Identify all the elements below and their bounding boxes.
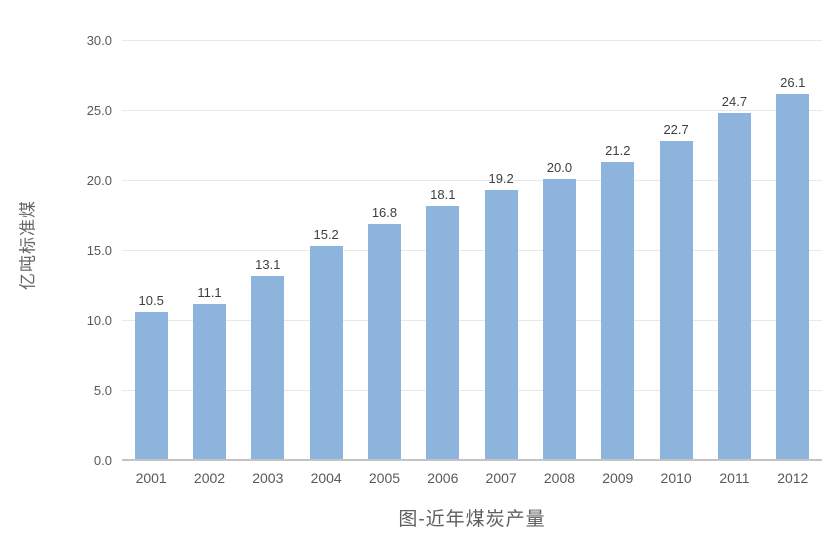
bar-column: 15.2: [297, 41, 355, 459]
bar: [542, 179, 576, 459]
bar-value-label: 21.2: [605, 143, 631, 159]
x-tick-label: 2005: [368, 470, 401, 486]
bar-value-label: 11.1: [197, 284, 222, 300]
bar-value-label: 24.7: [721, 94, 748, 110]
x-tick-label: 2003: [252, 470, 284, 486]
x-tick-label: 2001: [135, 470, 167, 486]
bar-value-label: 19.2: [488, 171, 514, 187]
chart-title: 图-近年煤炭产量: [398, 509, 546, 530]
x-tick-label: 2002: [193, 470, 226, 486]
y-tick-label: 20.0: [86, 173, 112, 188]
bar-column: 21.2: [589, 41, 647, 459]
x-tick-label: 2012: [777, 470, 809, 486]
bar: [717, 113, 751, 459]
bar-value-label: 18.1: [430, 186, 456, 202]
bar-value-label: 22.7: [663, 122, 689, 138]
gridline: [122, 390, 822, 391]
bar: [367, 223, 401, 459]
x-axis-tick-labels: 2001 2002 2003 2004 2005 2006 2007 2008 2009 2010…: [122, 470, 822, 486]
bar-column: 16.8: [355, 41, 413, 459]
bar-column: 24.7: [705, 41, 763, 459]
x-tick-label: 2008: [543, 470, 576, 486]
bar: [601, 162, 635, 459]
bar: [251, 275, 285, 459]
bar: [426, 205, 460, 459]
y-tick-label: 5.0: [93, 383, 112, 398]
x-tick-label: 2007: [485, 470, 517, 486]
bar-column: 22.7: [647, 41, 705, 459]
bar: [776, 93, 810, 459]
bar-value-label: 16.8: [371, 204, 398, 220]
bar-value-label: 15.2: [313, 227, 339, 243]
bar: [192, 303, 226, 459]
bar: [659, 141, 693, 459]
bar-value-label: 26.1: [780, 74, 806, 90]
bar-value-label: 10.5: [138, 293, 164, 308]
y-tick-label: 10.0: [86, 313, 112, 328]
bar: [484, 190, 518, 459]
gridline: [122, 40, 822, 41]
bar-column: 26.1: [764, 41, 822, 459]
x-tick-label: 2009: [602, 470, 634, 486]
y-tick-label: 15.0: [86, 243, 112, 258]
bar-column: 13.1: [239, 41, 297, 459]
x-tick-label: 2011: [719, 470, 750, 486]
gridline: [122, 180, 822, 181]
bar-column: 20.0: [530, 41, 588, 459]
gridline: [122, 320, 822, 321]
gridline: [122, 250, 822, 251]
x-tick-label: 2004: [310, 470, 342, 486]
x-tick-label: 2006: [427, 470, 459, 486]
y-tick-label: 25.0: [86, 103, 112, 118]
bar-value-label: 20.0: [546, 160, 573, 175]
gridline: [122, 110, 822, 111]
y-tick-label: 30.0: [86, 33, 112, 48]
bar: [309, 246, 343, 459]
x-tick-label: 2010: [660, 470, 692, 486]
bars-container: 10.5 11.1 13.1 15.2 16.8 18.1 19.2 20.0 21.2 22.7…: [122, 41, 822, 459]
bar-column: 11.1: [180, 41, 238, 459]
bar-column: 18.1: [414, 41, 472, 459]
bar-value-label: 13.1: [255, 256, 281, 272]
plot-area: 10.5 11.1 13.1 15.2 16.8 18.1 19.2 20.0 21.2 22.7…: [122, 40, 822, 461]
bar: [134, 312, 168, 459]
bar-column: 10.5: [122, 41, 180, 459]
bar-column: 19.2: [472, 41, 530, 459]
y-tick-label: 0.0: [93, 453, 112, 468]
